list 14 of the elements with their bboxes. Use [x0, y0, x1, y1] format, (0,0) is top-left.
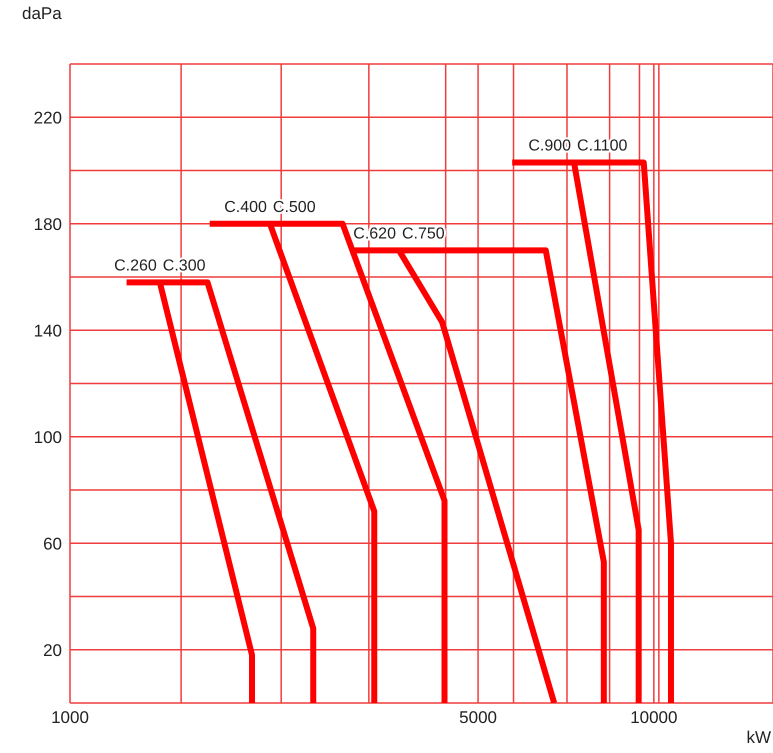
- y-tick-label: 180: [34, 214, 62, 234]
- series-label: C.400: [224, 198, 268, 216]
- y-tick-label: 140: [34, 321, 62, 340]
- x-tick-label: 1000: [51, 708, 89, 728]
- x-tick-label: 10000: [630, 708, 678, 728]
- y-tick-label: 20: [43, 640, 62, 660]
- y-tick-label: 100: [34, 428, 62, 447]
- x-tick-label: 5000: [459, 708, 497, 728]
- y-tick-label: 220: [34, 108, 62, 128]
- series-label: C.260: [114, 257, 157, 274]
- x-axis-title: kW: [746, 728, 771, 748]
- series-label: C.750: [402, 225, 445, 242]
- y-axis-title: daPa: [22, 4, 62, 24]
- y-tick-label: 60: [43, 534, 62, 554]
